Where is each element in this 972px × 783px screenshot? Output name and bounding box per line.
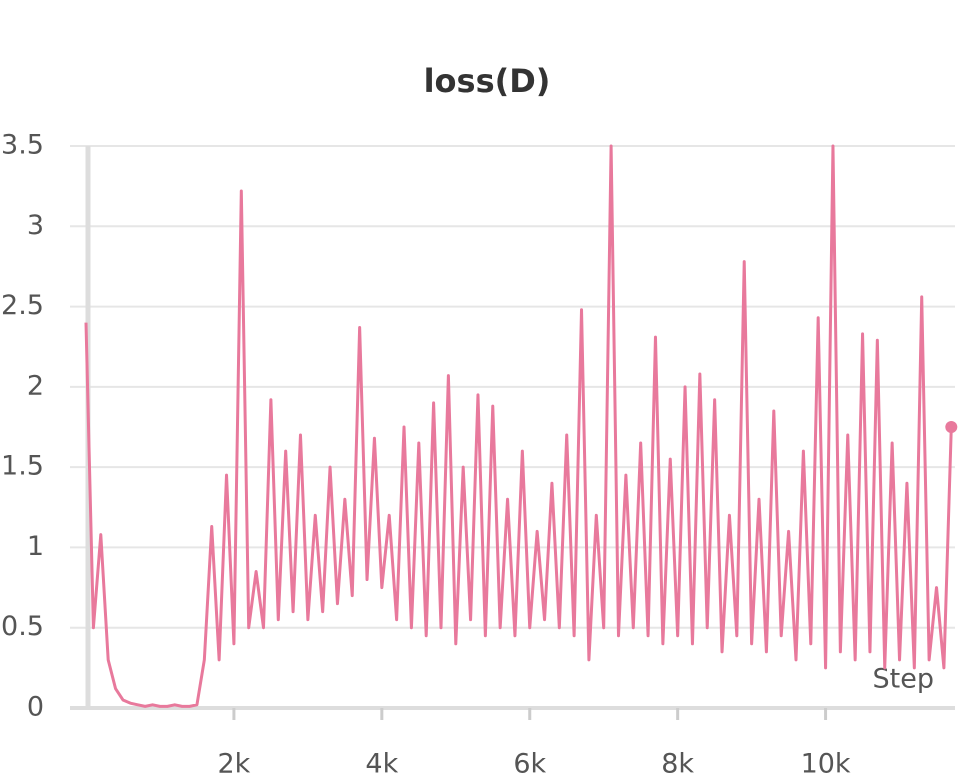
- y-tick-label: 0.5: [1, 611, 44, 642]
- x-tick-label: 10k: [801, 749, 851, 780]
- end-point: [945, 421, 958, 433]
- x-tick-label: 2k: [218, 749, 251, 780]
- x-tick-label: 6k: [513, 749, 546, 780]
- y-tick-label: 1: [27, 531, 44, 562]
- x-axis-label: Step: [873, 664, 934, 695]
- line: [84, 144, 953, 708]
- y-tick-label: 3.5: [1, 130, 44, 161]
- x-tick-label: 4k: [365, 749, 398, 780]
- y-tick-label: 2.5: [1, 290, 44, 321]
- x-tick-label: 8k: [661, 749, 694, 780]
- y-tick-label: 3: [27, 210, 44, 241]
- y-tick-label: 2: [27, 370, 44, 401]
- y-tick-label: 0: [27, 692, 44, 723]
- chart-title: loss(D): [424, 62, 551, 100]
- y-tick-label: 1.5: [1, 451, 44, 482]
